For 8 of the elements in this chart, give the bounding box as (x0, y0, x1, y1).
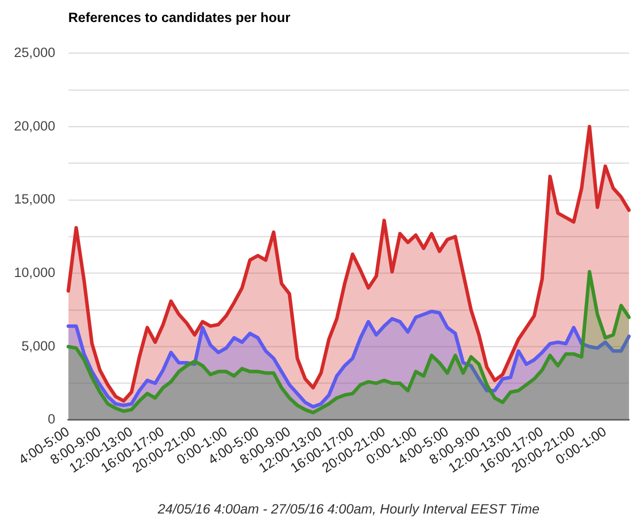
y-tick-label: 0 (48, 412, 56, 427)
chart-title: References to candidates per hour (68, 10, 292, 25)
x-axis-title: 24/05/16 4:00am - 27/05/16 4:00am, Hourly Interval EEST Time (156, 502, 540, 517)
y-tick-label: 20,000 (14, 118, 56, 134)
y-tick-label: 15,000 (14, 192, 56, 207)
y-tick-label: 5,000 (21, 338, 56, 354)
y-tick-label: 10,000 (14, 264, 56, 280)
y-tick-label: 25,000 (14, 44, 56, 60)
